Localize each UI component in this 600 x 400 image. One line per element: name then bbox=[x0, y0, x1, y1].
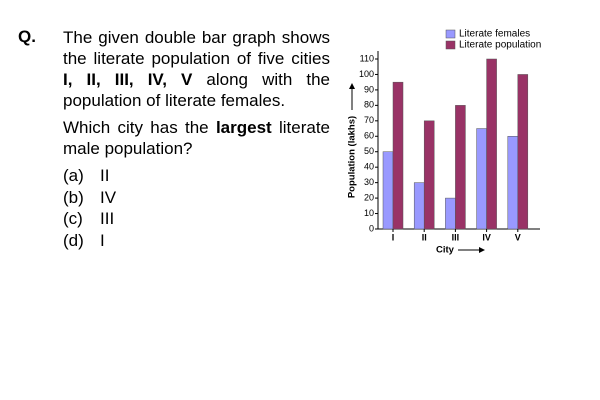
question-label: Q. bbox=[18, 27, 36, 46]
text-segment: Which city has the bbox=[63, 118, 216, 137]
y-tick-label: 60 bbox=[364, 131, 374, 141]
text-line: male population? bbox=[63, 138, 330, 159]
option-text: III bbox=[100, 209, 115, 228]
text-segment: The given double bar graph shows bbox=[63, 28, 330, 47]
bar bbox=[486, 58, 497, 230]
x-tick-label: I bbox=[392, 232, 395, 242]
y-tick-label: 80 bbox=[364, 100, 374, 110]
y-tick-label: 0 bbox=[369, 223, 374, 233]
paragraph: Which city has the largest literate male … bbox=[63, 117, 330, 159]
text-line: The given double bar graph shows bbox=[63, 27, 330, 48]
option-label: (a) bbox=[63, 166, 84, 185]
option: (b) IV bbox=[63, 187, 330, 209]
y-tick-label: 30 bbox=[364, 177, 374, 187]
text-line: Which city has the largest literate bbox=[63, 117, 330, 138]
option: (a) II bbox=[63, 165, 330, 187]
text-segment: the literate population of five cities bbox=[63, 49, 330, 68]
bar bbox=[382, 151, 394, 230]
x-tick-label: III bbox=[452, 232, 460, 242]
option: (d) I bbox=[63, 230, 330, 252]
x-tick-label: II bbox=[422, 232, 427, 242]
y-tick-label: 100 bbox=[359, 69, 374, 79]
y-tick-label: 90 bbox=[364, 84, 374, 94]
text-segment: male population? bbox=[63, 139, 193, 158]
paragraph: The given double bar graph shows the lite… bbox=[63, 27, 330, 111]
option-text: I bbox=[100, 230, 105, 250]
option-text: II bbox=[100, 166, 110, 185]
bar bbox=[455, 105, 466, 230]
legend-label: Literate females bbox=[459, 29, 530, 40]
y-tick-label: 40 bbox=[364, 162, 374, 172]
option-label: (d) bbox=[63, 230, 84, 250]
text-segment: largest bbox=[215, 118, 272, 137]
y-tick-label: 20 bbox=[364, 192, 374, 202]
legend-swatch bbox=[445, 29, 456, 39]
text-segment: population of literate females. bbox=[63, 91, 286, 110]
text-segment: literate bbox=[271, 118, 331, 137]
option-label: (b) bbox=[63, 187, 84, 207]
x-tick-label: V bbox=[515, 232, 521, 242]
x-axis-label: City bbox=[436, 245, 455, 256]
text-segment: along with the bbox=[192, 70, 330, 89]
bar bbox=[517, 74, 529, 230]
bar bbox=[413, 182, 425, 230]
option-label: (c) bbox=[63, 209, 83, 228]
legend-swatch bbox=[445, 40, 456, 50]
y-tick-label: 50 bbox=[364, 146, 374, 156]
text-line: I, II, III, IV, V along with the bbox=[63, 69, 330, 90]
bar bbox=[392, 81, 404, 230]
bar bbox=[476, 128, 487, 230]
y-axis-label: Population (lakhs) bbox=[347, 116, 358, 198]
bar bbox=[507, 136, 519, 230]
option: (c) III bbox=[63, 208, 330, 230]
x-tick-label: IV bbox=[482, 232, 491, 242]
y-tick-label: 10 bbox=[364, 208, 374, 218]
text-line: population of literate females. bbox=[63, 90, 330, 111]
question-body: The given double bar graph shows the lite… bbox=[63, 27, 330, 251]
bar bbox=[445, 197, 456, 230]
text-segment: I, II, III, IV, V bbox=[63, 70, 193, 89]
text-line: the literate population of five cities bbox=[63, 48, 330, 69]
legend-label: Literate population bbox=[459, 40, 541, 51]
option-text: IV bbox=[100, 187, 117, 207]
bar bbox=[423, 120, 435, 230]
y-tick-label: 70 bbox=[364, 115, 374, 125]
y-tick-label: 110 bbox=[360, 53, 374, 63]
